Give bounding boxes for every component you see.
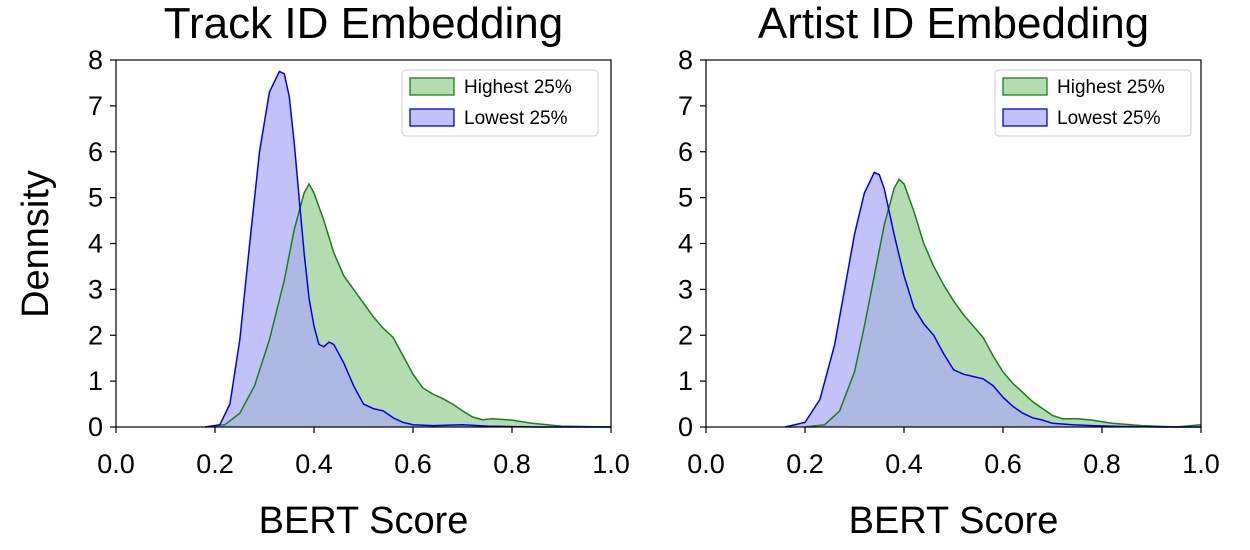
line-lowest-25 [204, 70, 611, 428]
chart-title: Artist ID Embedding [758, 0, 1149, 48]
x-tick-label: 0.6 [984, 449, 1022, 479]
line-highest-25 [205, 182, 612, 428]
legend-swatch-highest-25 [1002, 77, 1048, 96]
y-tick-label: 3 [678, 274, 693, 304]
y-tick-label: 1 [88, 366, 103, 396]
legend-swatch-lowest-25 [409, 108, 455, 127]
x-tick-label: 0.4 [295, 449, 333, 479]
x-axis-label: BERT Score [259, 500, 469, 542]
x-tick-label: 0.2 [786, 449, 824, 479]
y-tick-label: 8 [88, 45, 103, 75]
y-tick-label: 8 [678, 45, 693, 75]
x-tick-label: 0.6 [394, 449, 432, 479]
y-tick-label: 7 [88, 91, 103, 121]
legend-label: Lowest 25% [464, 108, 568, 129]
legend-label: Highest 25% [1057, 77, 1165, 98]
legend-swatch-highest-25 [409, 77, 455, 96]
x-axis-label: BERT Score [849, 500, 1059, 542]
x-tick-label: 0.0 [687, 449, 725, 479]
legend: Highest 25% Lowest 25% [401, 69, 599, 137]
y-tick-label: 0 [88, 412, 103, 442]
y-tick-label: 6 [88, 137, 103, 167]
y-tick-label: 2 [88, 320, 103, 350]
area-lowest-25 [205, 71, 611, 427]
y-tick-label: 1 [678, 366, 693, 396]
legend-swatch-lowest-25 [1002, 108, 1048, 127]
y-tick-label: 4 [88, 229, 103, 259]
y-tick-label: 5 [88, 183, 103, 213]
x-tick-label: 1.0 [1182, 449, 1220, 479]
y-tick-label: 4 [678, 229, 693, 259]
y-tick-label: 6 [678, 137, 693, 167]
area-lowest-25 [785, 172, 1201, 427]
y-tick-label: 3 [88, 274, 103, 304]
y-tick-label: 7 [678, 91, 693, 121]
x-tick-label: 0.2 [196, 449, 234, 479]
x-tick-label: 0.4 [885, 449, 923, 479]
x-tick-label: 0.8 [1083, 449, 1121, 479]
x-tick-label: 0.8 [493, 449, 531, 479]
line-highest-25 [804, 178, 1202, 428]
y-tick-label: 2 [678, 320, 693, 350]
legend-label: Highest 25% [464, 77, 572, 98]
x-tick-label: 1.0 [592, 449, 630, 479]
x-tick-label: 0.0 [97, 449, 135, 479]
chart-panel-artist-id: Artist ID Embedding 0.0 0.2 0.4 0.6 0.8 1.0 0 1 2… [678, 0, 1220, 542]
legend-label: Lowest 25% [1057, 108, 1161, 129]
chart-panel-track-id: Track ID Embedding 0.0 0.2 0.4 0.6 0.8 1.0 0 1 2 3… [88, 0, 630, 542]
y-tick-label: 0 [678, 412, 693, 442]
legend: Highest 25% Lowest 25% [994, 69, 1192, 137]
y-tick-label: 5 [678, 183, 693, 213]
shared-y-axis-label: Dennsity [15, 170, 57, 318]
line-lowest-25 [785, 171, 1201, 428]
chart-title: Track ID Embedding [164, 0, 563, 48]
